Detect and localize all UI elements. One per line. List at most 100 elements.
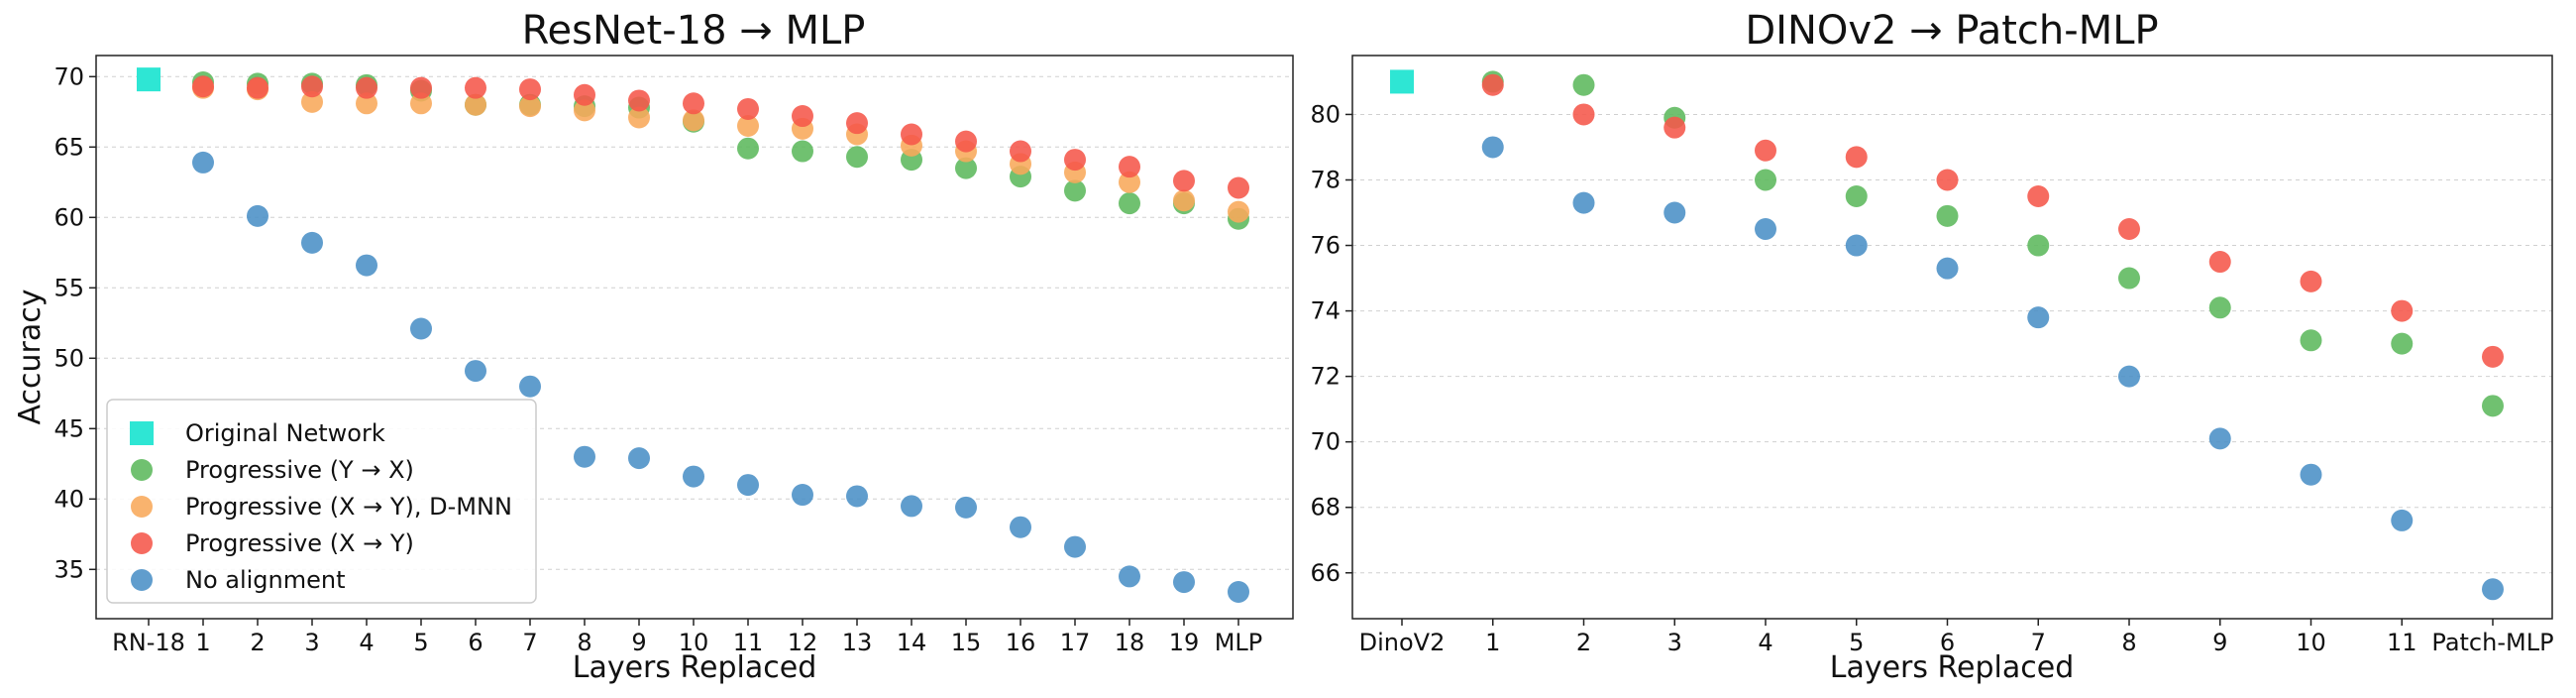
- x-tick-label: 9: [631, 629, 646, 656]
- x-tick-label: 18: [1115, 629, 1145, 656]
- point-no-alignment: [683, 465, 704, 488]
- point-progressive-x-y: [846, 112, 868, 135]
- point-progressive-y-x: [1936, 204, 1959, 227]
- point-progressive-x-y: [792, 105, 813, 128]
- x-tick-label: 6: [1940, 629, 1955, 656]
- x-tick-label: 14: [897, 629, 927, 656]
- y-tick-label: 45: [54, 414, 84, 442]
- point-progressive-x-y-d-mnn: [519, 95, 541, 118]
- point-progressive-x-y: [1664, 116, 1686, 139]
- point-progressive-y-x: [955, 157, 977, 179]
- point-progressive-x-y-d-mnn: [356, 92, 377, 115]
- legend-label: Progressive (X → Y), D-MNN: [185, 493, 512, 521]
- point-progressive-x-y: [2208, 251, 2231, 274]
- point-no-alignment: [1755, 218, 1776, 241]
- x-tick-label: 4: [1758, 629, 1772, 656]
- data-points: [1390, 69, 2504, 601]
- point-progressive-x-y: [301, 75, 323, 98]
- point-progressive-x-y: [356, 76, 377, 99]
- y-tick-label: 40: [54, 485, 84, 513]
- point-progressive-x-y: [955, 130, 977, 153]
- x-tick-label: 1: [1485, 629, 1500, 656]
- point-no-alignment: [410, 317, 432, 340]
- point-progressive-x-y: [1755, 139, 1776, 162]
- point-progressive-x-y: [2482, 345, 2504, 368]
- x-tick-label: 2: [1576, 629, 1591, 656]
- point-no-alignment: [792, 484, 813, 507]
- point-original-network: [137, 67, 161, 92]
- point-no-alignment: [1119, 565, 1140, 588]
- point-no-alignment: [1010, 516, 1031, 538]
- x-axis-label: Layers Replaced: [573, 650, 817, 685]
- point-progressive-x-y: [1228, 176, 1249, 199]
- y-tick-label: 74: [1310, 297, 1341, 325]
- point-progressive-x-y-d-mnn: [628, 106, 650, 129]
- point-progressive-x-y-d-mnn: [737, 115, 759, 137]
- point-no-alignment: [1064, 535, 1086, 558]
- y-tick-label: 60: [54, 203, 84, 231]
- y-tick-label: 50: [54, 344, 84, 372]
- point-progressive-y-x: [1064, 179, 1086, 202]
- x-tick-label: 4: [359, 629, 374, 656]
- chart-dinov2: DINOv2 → Patch-MLP 6668707274767880DinoV…: [1310, 8, 2553, 685]
- x-tick-label: 16: [1006, 629, 1036, 656]
- point-progressive-x-y: [1064, 149, 1086, 172]
- point-progressive-x-y: [1010, 140, 1031, 163]
- point-no-alignment: [2482, 578, 2504, 601]
- point-no-alignment: [1936, 257, 1959, 280]
- point-progressive-y-x: [1845, 185, 1868, 207]
- point-no-alignment: [901, 495, 922, 518]
- point-progressive-x-y: [1845, 146, 1868, 169]
- point-no-alignment: [1664, 201, 1686, 224]
- x-tick-label: 9: [2212, 629, 2227, 656]
- point-progressive-x-y: [1119, 156, 1140, 178]
- point-no-alignment: [2391, 509, 2414, 531]
- x-tick-label: 15: [951, 629, 982, 656]
- point-progressive-y-x: [2482, 395, 2504, 417]
- x-tick-label: 7: [2031, 629, 2046, 656]
- point-no-alignment: [1173, 571, 1195, 594]
- point-no-alignment: [1228, 581, 1249, 604]
- legend-label: Progressive (Y → X): [185, 456, 414, 484]
- plot-frame: [1351, 55, 2553, 620]
- x-tick-label: 5: [413, 629, 428, 656]
- point-progressive-x-y: [247, 76, 268, 99]
- point-progressive-x-y-d-mnn: [410, 92, 432, 115]
- x-tick-label: 13: [842, 629, 873, 656]
- x-tick-label: MLP: [1215, 629, 1263, 656]
- point-no-alignment: [737, 474, 759, 497]
- point-no-alignment: [192, 151, 214, 174]
- point-progressive-y-x: [1572, 73, 1595, 96]
- point-progressive-y-x: [1119, 192, 1140, 215]
- y-tick-label: 70: [1310, 428, 1341, 456]
- y-tick-label: 70: [54, 62, 84, 90]
- point-no-alignment: [465, 360, 486, 383]
- point-no-alignment: [2208, 427, 2231, 450]
- point-progressive-x-y-d-mnn: [1119, 171, 1140, 193]
- point-progressive-x-y-d-mnn: [683, 109, 704, 132]
- point-progressive-y-x: [2300, 329, 2322, 352]
- point-progressive-x-y: [628, 89, 650, 112]
- grid: [1352, 113, 2552, 574]
- y-tick-label: 35: [54, 555, 84, 583]
- x-tick-label: Patch-MLP: [2431, 629, 2553, 656]
- point-progressive-y-x: [792, 140, 813, 163]
- y-axis-label: Accuracy: [13, 290, 48, 425]
- y-tick-label: 68: [1310, 494, 1341, 522]
- x-tick-label: RN-18: [112, 629, 185, 656]
- y-tick-label: 76: [1310, 232, 1341, 260]
- legend-label: Original Network: [185, 419, 385, 447]
- point-progressive-y-x: [2027, 234, 2050, 257]
- point-progressive-x-y: [192, 75, 214, 98]
- legend-marker-progressive-x-y: [131, 532, 153, 554]
- point-progressive-x-y-d-mnn: [1173, 189, 1195, 212]
- x-tick-label: 6: [468, 629, 483, 656]
- point-progressive-y-x: [1755, 169, 1776, 191]
- data-points: [137, 67, 1249, 604]
- legend-marker-no-alignment: [131, 569, 153, 591]
- point-progressive-x-y: [574, 83, 595, 106]
